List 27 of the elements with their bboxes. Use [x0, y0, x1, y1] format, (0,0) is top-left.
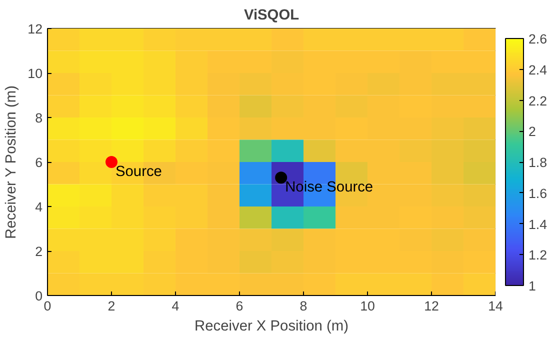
color-bar-label: 1.6: [528, 186, 548, 201]
y-tick-label: 6: [35, 155, 43, 170]
y-tick-label: 0: [35, 288, 43, 304]
x-tick-label: 12: [424, 298, 439, 314]
color-bar-label: 1.4: [528, 216, 548, 232]
color-bar-label: 1: [528, 278, 536, 294]
color-bar-label: 2.6: [528, 32, 548, 46]
color-bar-label: 2: [528, 124, 536, 140]
color-bar-label: 1.8: [528, 155, 548, 170]
y-tick-label: 10: [28, 66, 43, 81]
x-tick-label: 14: [488, 298, 504, 314]
x-tick-label: 4: [172, 298, 180, 314]
y-tick-label: 2: [35, 244, 43, 259]
x-tick-label: 6: [236, 298, 244, 314]
color-bar-label: 1.2: [528, 248, 548, 263]
y-tick-label: 12: [28, 22, 43, 36]
y-tick-label: 4: [35, 200, 44, 214]
color-bar-label: 2.2: [528, 93, 548, 108]
chart-title: ViSQOL: [244, 8, 300, 24]
x-tick-label: 2: [108, 298, 116, 314]
series-label: Source: [116, 164, 162, 180]
color-bar-label: 2.4: [528, 62, 548, 78]
x-axis-title: Receiver X Position (m): [194, 318, 348, 334]
x-tick-label: 8: [300, 298, 308, 314]
x-tick-label: 10: [360, 298, 375, 314]
y-axis-title: Receiver Y Position (m): [4, 86, 20, 239]
y-tick-label: 8: [35, 110, 43, 126]
